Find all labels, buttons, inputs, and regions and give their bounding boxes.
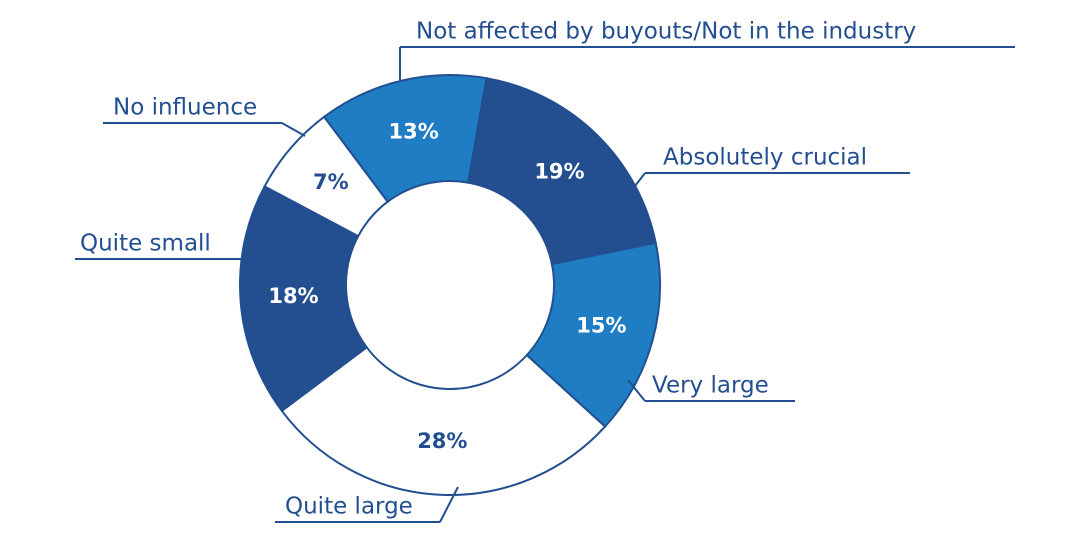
- category-label: Quite small: [80, 231, 211, 257]
- slice: [525, 241, 661, 429]
- slice: [280, 345, 607, 496]
- category-label: Not affected by buyouts/Not in the indus…: [416, 19, 916, 45]
- leader-line: [439, 486, 459, 523]
- value-label: 13%: [388, 119, 438, 143]
- value-label: 28%: [417, 429, 467, 453]
- value-label: 7%: [313, 170, 349, 194]
- category-label: No influence: [113, 95, 257, 121]
- leader-line: [627, 379, 646, 402]
- slice: [466, 77, 657, 266]
- slice: [322, 74, 488, 204]
- value-label: 18%: [268, 284, 318, 308]
- value-label: 15%: [576, 314, 626, 338]
- value-label: 19%: [534, 159, 584, 183]
- category-label: Absolutely crucial: [663, 145, 867, 171]
- category-label: Very large: [652, 373, 769, 399]
- leader-line: [281, 122, 306, 137]
- slice: [239, 185, 369, 413]
- leader-line: [631, 172, 646, 191]
- category-label: Quite large: [285, 494, 413, 520]
